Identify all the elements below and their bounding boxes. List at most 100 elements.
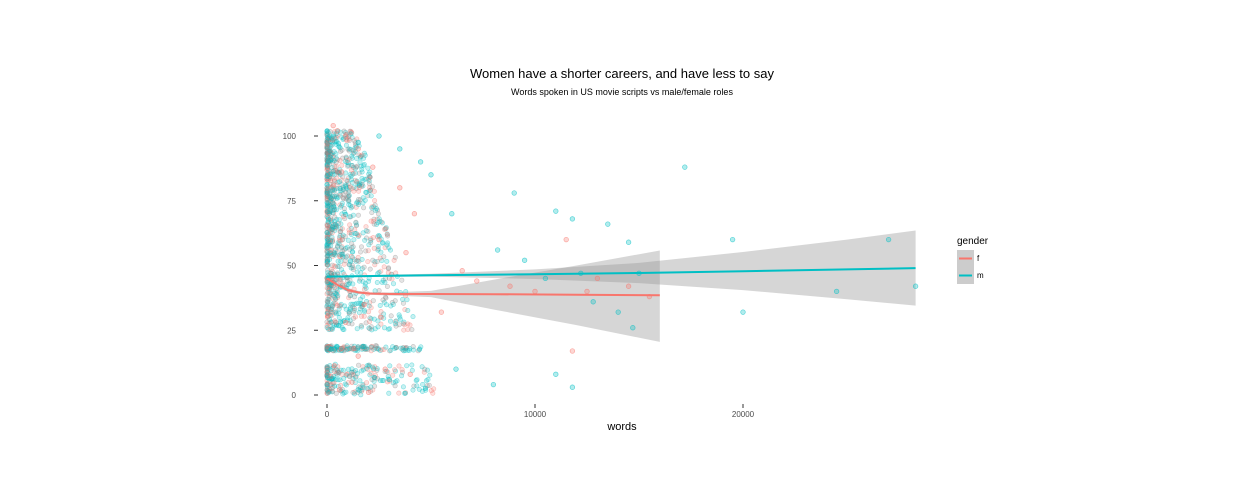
- scatter-point: [351, 372, 357, 378]
- scatter-point: [326, 222, 332, 228]
- scatter-point: [332, 228, 338, 234]
- scatter-point: [356, 362, 362, 368]
- scatter-point: [390, 372, 396, 378]
- scatter-point: [324, 131, 330, 137]
- scatter-point: [324, 193, 330, 199]
- scatter-point: [343, 142, 349, 148]
- scatter-point: [332, 186, 338, 192]
- scatter-point: [324, 258, 330, 264]
- scatter-point: [393, 345, 399, 351]
- scatter-point: [328, 250, 334, 256]
- scatter-point: [379, 377, 385, 383]
- scatter-point: [328, 307, 334, 313]
- scatter-point: [369, 205, 375, 211]
- chart-subtitle: Words spoken in US movie scripts vs male…: [511, 87, 733, 97]
- scatter-point: [422, 385, 428, 391]
- scatter-point: [385, 266, 391, 272]
- scatter-point: [324, 207, 330, 213]
- scatter-point: [382, 226, 388, 232]
- scatter-point: [403, 344, 409, 350]
- scatter-point: [327, 194, 333, 200]
- scatter-point: [376, 216, 382, 222]
- scatter-point: [336, 235, 342, 241]
- scatter-point: [339, 253, 345, 259]
- scatter-point: [374, 366, 380, 372]
- scatter-point: [346, 295, 352, 301]
- scatter-point: [348, 177, 354, 183]
- scatter-point: [375, 318, 381, 324]
- data-point-f: [378, 314, 384, 320]
- scatter-point: [324, 372, 330, 378]
- scatter-point: [324, 298, 330, 304]
- scatter-point: [364, 363, 370, 369]
- scatter-point: [401, 348, 407, 354]
- scatter-point: [336, 253, 342, 259]
- scatter-point: [393, 318, 399, 324]
- scatter-point: [381, 346, 387, 352]
- scatter-point: [325, 251, 331, 257]
- scatter-point: [369, 343, 375, 349]
- scatter-point: [356, 258, 362, 264]
- scatter-point: [390, 301, 396, 307]
- scatter-point: [329, 135, 335, 141]
- scatter-point: [325, 138, 331, 144]
- scatter-point: [366, 362, 372, 368]
- scatter-point: [405, 347, 411, 353]
- scatter-point: [339, 347, 345, 353]
- scatter-point: [351, 184, 357, 190]
- scatter-point: [325, 158, 331, 164]
- scatter-point: [362, 280, 368, 286]
- scatter-point: [326, 231, 332, 237]
- scatter-point: [326, 240, 332, 246]
- scatter-point: [326, 211, 332, 217]
- scatter-point: [324, 176, 330, 182]
- scatter-point: [384, 232, 390, 238]
- scatter-point: [425, 376, 431, 382]
- scatter-point: [324, 221, 330, 227]
- scatter-point: [339, 170, 345, 176]
- scatter-point: [337, 229, 343, 235]
- scatter-point: [328, 373, 334, 379]
- scatter-point: [390, 344, 396, 350]
- scatter-point: [332, 309, 338, 315]
- scatter-point: [325, 193, 331, 199]
- scatter-point: [331, 224, 337, 230]
- scatter-point: [339, 211, 345, 217]
- scatter-point: [377, 302, 383, 308]
- x-axis-title: words: [606, 421, 637, 433]
- scatter-point: [390, 281, 396, 287]
- scatter-point: [335, 293, 341, 299]
- scatter-point: [342, 234, 348, 240]
- scatter-point: [328, 309, 334, 315]
- scatter-point: [402, 322, 408, 328]
- scatter-point: [343, 170, 349, 176]
- scatter-point: [396, 390, 402, 396]
- scatter-point: [328, 368, 334, 374]
- scatter-point: [344, 343, 350, 349]
- scatter-point: [359, 387, 365, 393]
- scatter-point: [325, 382, 331, 388]
- scatter-point: [329, 142, 335, 148]
- scatter-point: [347, 374, 353, 380]
- scatter-point: [325, 367, 331, 373]
- plot-area: [324, 122, 919, 398]
- scatter-point: [405, 321, 411, 327]
- scatter-point: [325, 300, 331, 306]
- scatter-point: [329, 165, 335, 171]
- scatter-point: [335, 372, 341, 378]
- scatter-point: [329, 154, 335, 160]
- scatter-point: [410, 314, 416, 320]
- scatter-point: [355, 344, 361, 350]
- scatter-point: [324, 182, 330, 188]
- scatter-point: [332, 222, 338, 228]
- scatter-point: [324, 191, 330, 197]
- data-point-f: [334, 128, 341, 134]
- scatter-point: [326, 148, 332, 154]
- scatter-point: [345, 146, 351, 152]
- scatter-point: [325, 152, 331, 158]
- scatter-point: [367, 185, 373, 191]
- scatter-point: [354, 371, 360, 377]
- scatter-point: [343, 155, 349, 161]
- scatter-point: [335, 364, 341, 370]
- scatter-point: [324, 191, 330, 197]
